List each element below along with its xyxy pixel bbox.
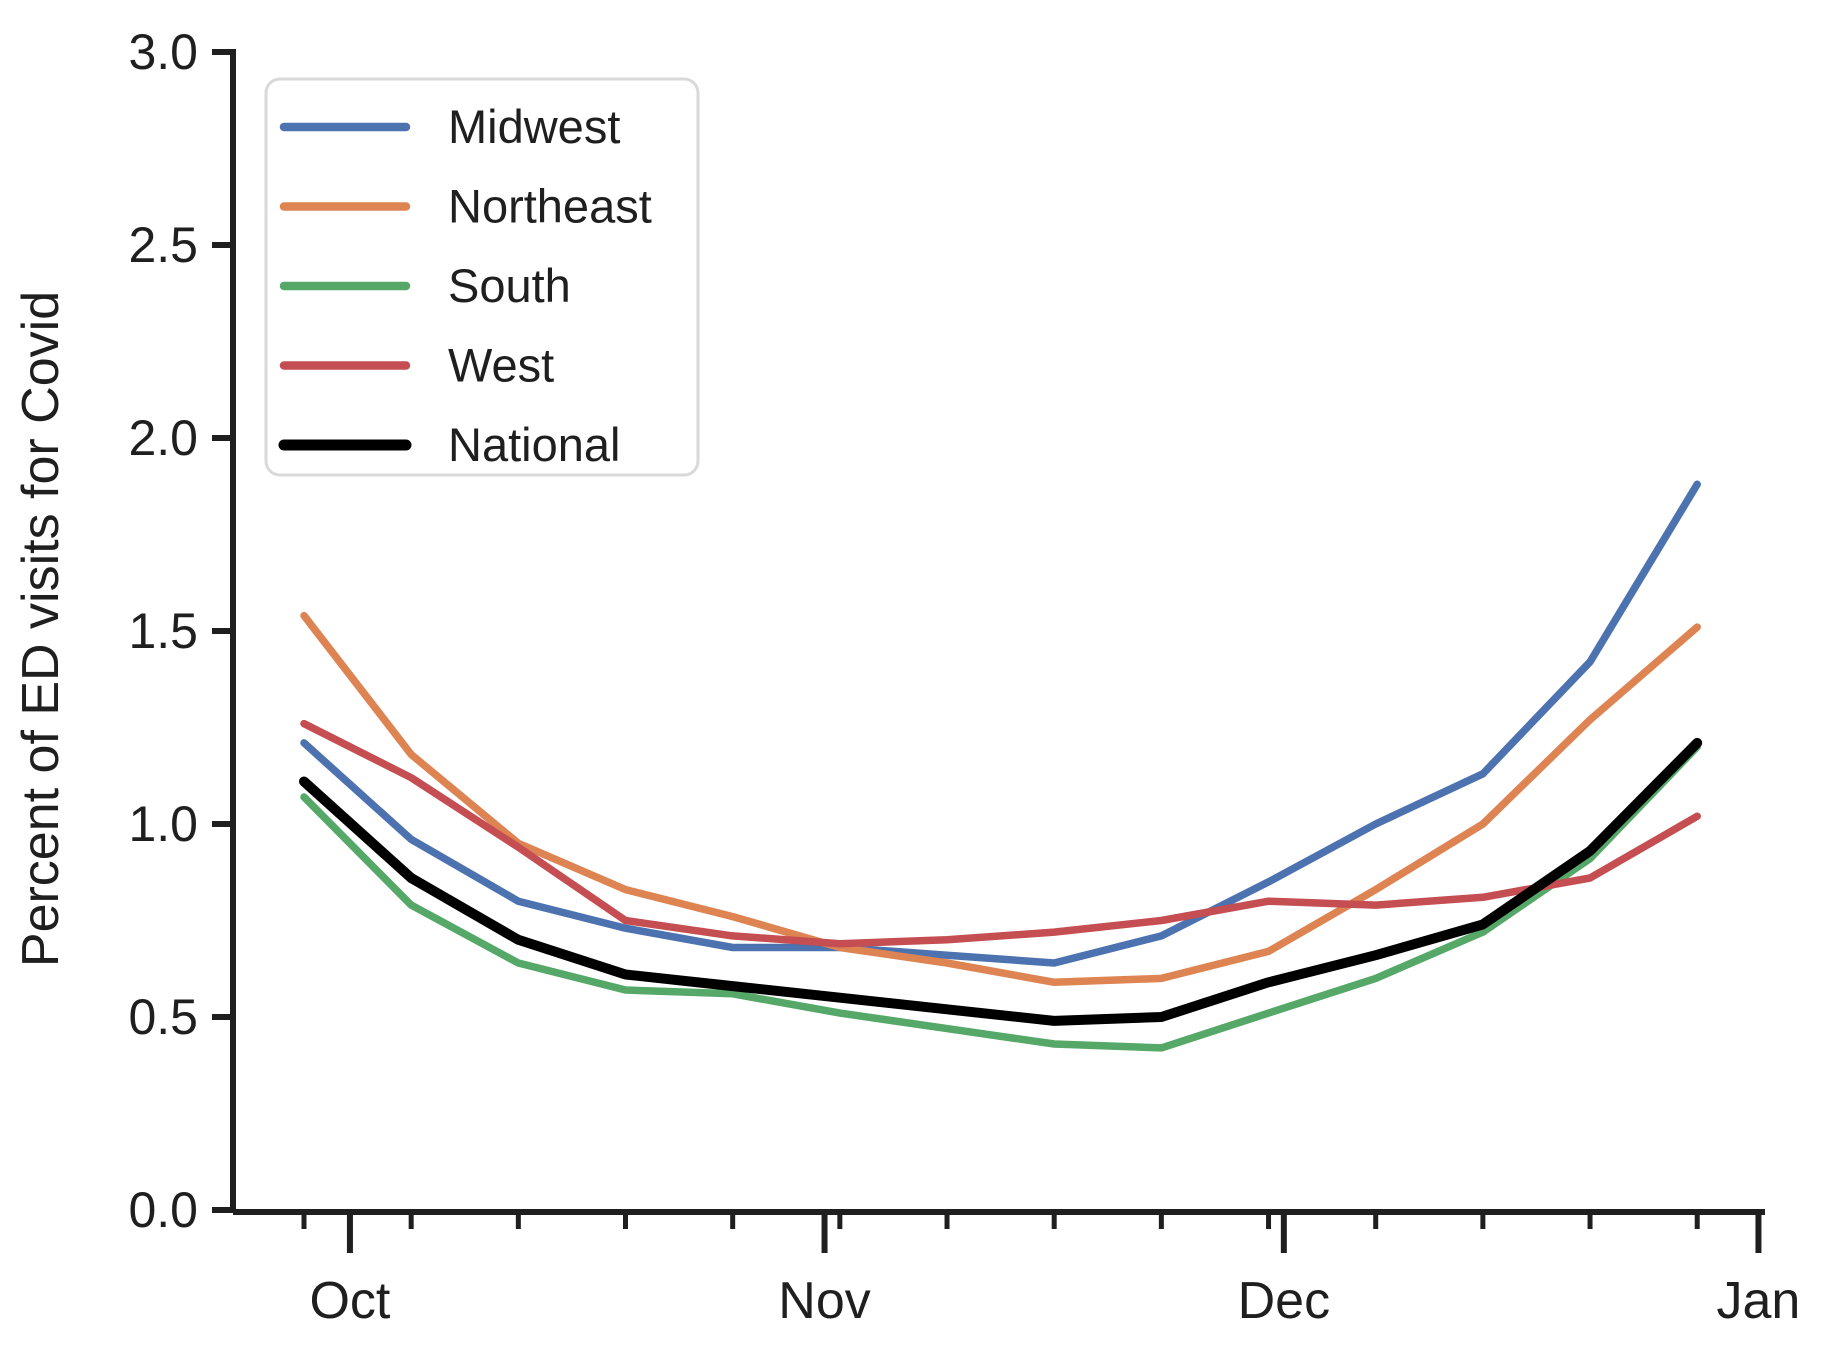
x-axis-major-ticks: Oct Nov Dec Jan <box>309 1212 1800 1330</box>
legend-label-west: West <box>448 339 554 392</box>
legend: Midwest Northeast South West National <box>264 77 700 477</box>
y-tick-label-3-0: 3.0 <box>128 24 198 80</box>
data-series-lines <box>299 480 1703 1052</box>
y-tick-label-0-0: 0.0 <box>128 1182 198 1238</box>
legend-label-national: National <box>448 418 620 471</box>
y-tick-label-2-0: 2.0 <box>128 410 198 466</box>
legend-label-south: South <box>448 259 571 312</box>
y-tick-label-1-0: 1.0 <box>128 796 198 852</box>
legend-label-northeast: Northeast <box>448 180 652 233</box>
x-tick-label-oct: Oct <box>309 1272 390 1330</box>
y-axis-label: Percent of ED visits for Covid <box>12 291 70 967</box>
axis-spines <box>230 49 1765 1215</box>
legend-label-midwest: Midwest <box>448 100 620 153</box>
x-tick-label-dec: Dec <box>1238 1272 1330 1330</box>
y-tick-label-1-5: 1.5 <box>128 603 198 659</box>
x-tick-label-nov: Nov <box>778 1272 870 1330</box>
series-line-midwest <box>300 480 1701 967</box>
legend-box <box>264 77 700 477</box>
y-tick-label-2-5: 2.5 <box>128 217 198 273</box>
y-tick-label-0-5: 0.5 <box>128 989 198 1045</box>
x-tick-label-jan: Jan <box>1717 1272 1801 1330</box>
series-line-west <box>300 719 1701 948</box>
series-line-northeast <box>300 611 1701 987</box>
y-axis-ticks: 0.0 0.5 1.0 1.5 2.0 2.5 3.0 <box>128 24 233 1238</box>
series-line-south <box>300 743 1701 1052</box>
series-line-national <box>299 737 1703 1026</box>
